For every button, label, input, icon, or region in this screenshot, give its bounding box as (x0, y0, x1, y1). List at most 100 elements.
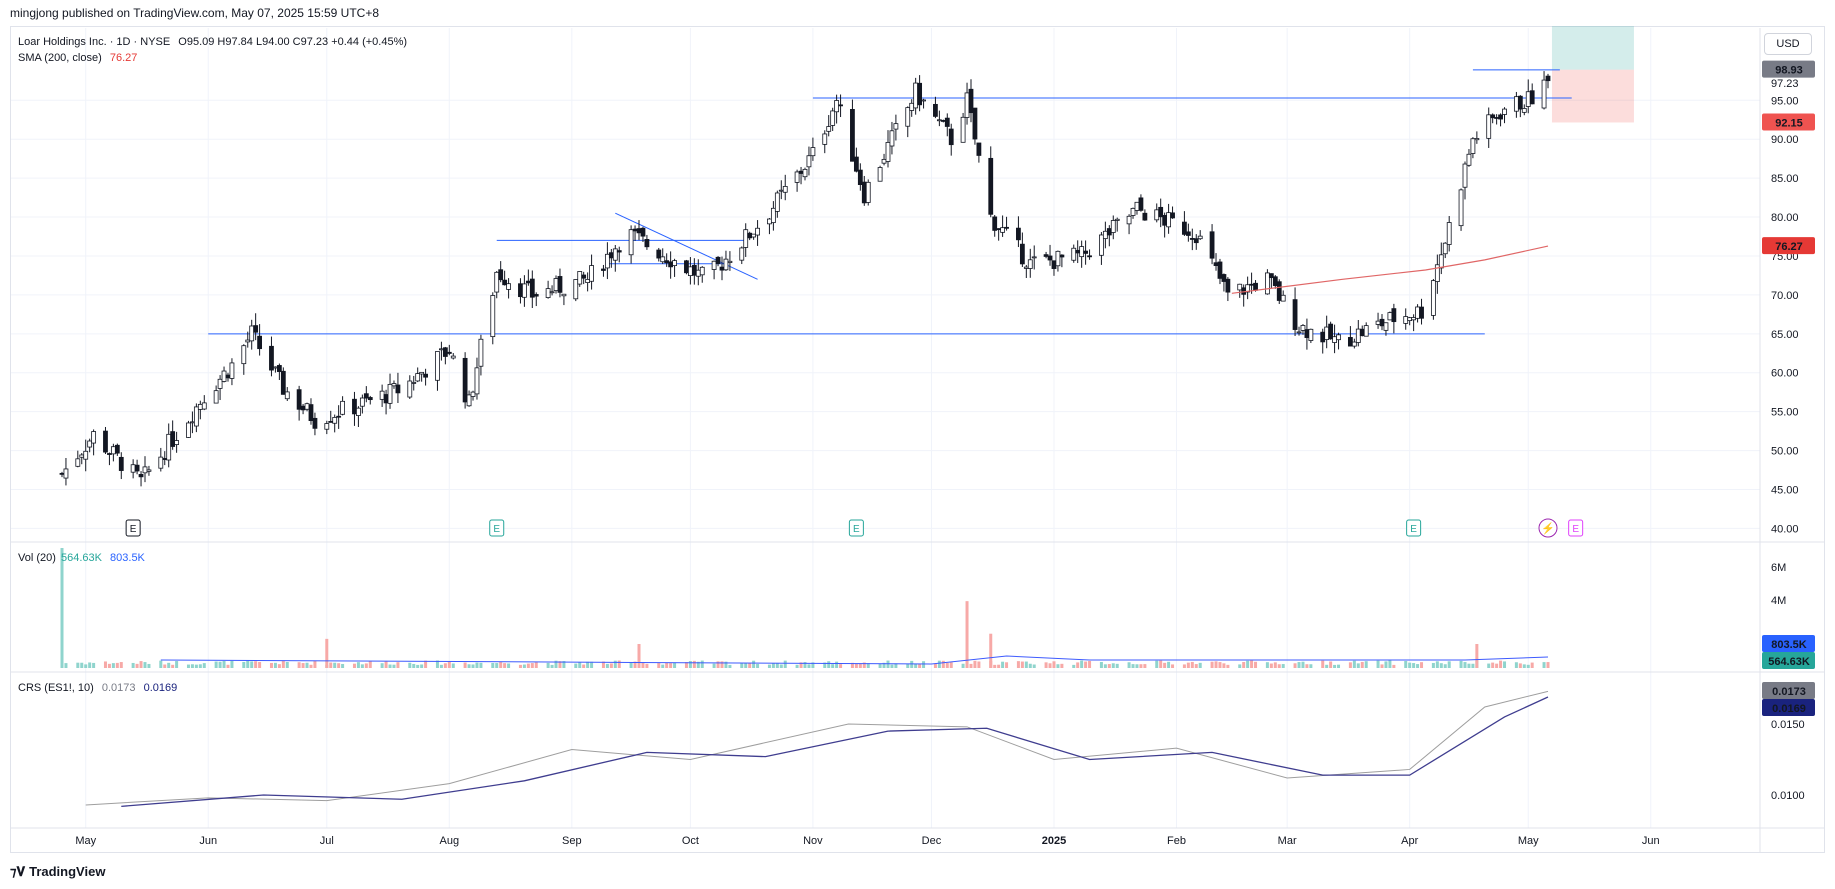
volume-bar (159, 660, 163, 668)
volume-bar (1103, 664, 1107, 668)
candle-body (834, 100, 840, 113)
candle-body (1193, 238, 1199, 244)
candle-body (644, 239, 650, 248)
sma-200-line (1231, 245, 1549, 294)
volume-bar (522, 664, 526, 668)
volume-spike-4 (637, 644, 641, 668)
candle-body (747, 232, 753, 239)
earnings-marker-0[interactable]: E (125, 519, 141, 537)
volume-bar (866, 663, 870, 668)
candle-body (174, 440, 180, 445)
volume-bar (795, 664, 799, 668)
candle-body (601, 268, 606, 271)
volume-bar (657, 662, 661, 668)
volume-bar (135, 663, 139, 668)
volume-bar (894, 663, 898, 668)
candle-body (470, 391, 476, 397)
position-target-zone[interactable] (1551, 26, 1634, 70)
volume-bar (1242, 662, 1246, 668)
volume-bar (360, 664, 364, 668)
lightning-event-icon[interactable] (1538, 518, 1558, 538)
candle-body (699, 266, 705, 276)
volume-bar (712, 663, 716, 668)
currency-button[interactable]: USD (1764, 33, 1812, 55)
candle-body (114, 444, 120, 454)
volume-bar (1028, 663, 1032, 668)
candle-body (1308, 328, 1314, 341)
candle-body (1253, 282, 1258, 291)
candle-body (948, 128, 954, 146)
volume-bar (696, 661, 700, 668)
volume-bar (890, 664, 894, 668)
candle-body (1328, 323, 1334, 340)
volume-bar (609, 663, 613, 668)
candle-body (830, 110, 836, 126)
volume-bar (107, 663, 111, 668)
candle-body (877, 167, 883, 182)
volume-bar (1115, 663, 1119, 668)
volume-bar (412, 663, 416, 668)
earnings-marker-3[interactable]: E (1406, 519, 1422, 537)
volume-bar (1214, 661, 1218, 668)
earnings-marker-4[interactable]: E (1568, 519, 1584, 537)
candle-body (695, 269, 701, 277)
crs-label[interactable]: CRS (ES1!, 10) (18, 682, 94, 694)
volume-bar (807, 664, 811, 668)
candle-body (893, 123, 899, 130)
crs-tick-0: 0.0150 (1771, 719, 1805, 731)
candle-body (1114, 218, 1120, 221)
candle-body (1320, 331, 1326, 343)
candle-body (1185, 231, 1191, 236)
volume-bar (1495, 663, 1499, 668)
candle-body (356, 407, 361, 416)
position-stop-zone[interactable] (1551, 69, 1634, 123)
candle-body (1134, 201, 1140, 211)
candle-body (439, 348, 444, 351)
volume-bar (645, 663, 649, 668)
candle-body (1099, 234, 1104, 256)
volume-bar (1005, 662, 1009, 668)
volume-label[interactable]: Vol (20) (18, 552, 56, 564)
volume-bar (352, 663, 356, 668)
tradingview-logo: ⁊𝐕 TradingView (10, 864, 105, 880)
candle-body (474, 367, 480, 395)
candle-body (1300, 325, 1306, 331)
volume-bar (633, 661, 637, 668)
volume-bar (1364, 661, 1368, 668)
candle-body (909, 102, 915, 111)
volume-bar (700, 660, 704, 668)
volume-bar (1246, 660, 1250, 668)
volume-bar (518, 664, 522, 668)
earnings-marker-1[interactable]: E (489, 519, 505, 537)
candle-body (1237, 283, 1243, 291)
price-tick-10: 90.00 (1771, 134, 1799, 146)
volume-bar (728, 664, 732, 668)
volume-bar (756, 663, 760, 668)
volume-bar (246, 660, 250, 668)
candle-body (336, 415, 342, 418)
candle-body (1162, 214, 1168, 226)
candle-body (63, 468, 69, 479)
candle-body (806, 155, 812, 168)
earnings-marker-label: E (1410, 524, 1417, 535)
volume-bar (1499, 660, 1503, 668)
candle-body (589, 265, 594, 282)
volume-bar (396, 662, 400, 668)
earnings-marker-2[interactable]: E (848, 519, 864, 537)
candle-body (1494, 117, 1500, 119)
volume-bar (167, 662, 171, 668)
candle-body (1166, 212, 1171, 228)
sma-label[interactable]: SMA (200, close) (18, 52, 102, 64)
crs-badge-0-bg (1762, 682, 1815, 699)
symbol-title[interactable]: Loar Holdings Inc. · 1D · NYSE (18, 36, 171, 48)
candle-body (715, 256, 721, 264)
volume-bar (530, 663, 534, 668)
volume-bar (439, 664, 443, 668)
candle-body (1106, 228, 1112, 236)
candle-body (146, 469, 152, 472)
volume-bar (424, 660, 428, 668)
volume-bar (1210, 661, 1214, 668)
volume-bar (831, 664, 835, 668)
volume-bar (550, 664, 554, 668)
